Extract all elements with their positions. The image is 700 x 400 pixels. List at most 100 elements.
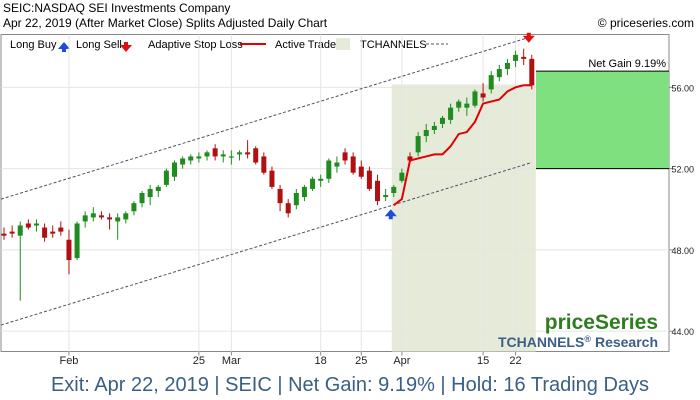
candle: [17, 221, 23, 301]
candle: [456, 99, 462, 112]
candle: [277, 184, 283, 212]
sell-signal-arrow: [522, 32, 535, 43]
channel-upper-line: [0, 36, 532, 200]
candle-body: [139, 193, 145, 204]
candle: [399, 168, 405, 183]
net-gain-fill: [536, 71, 669, 169]
candle-body: [513, 54, 519, 61]
candle: [342, 148, 348, 165]
legend-long-buy-label: Long Buy: [10, 39, 57, 51]
price-chart: Long Buy Long Sell Adaptive Stop Loss Ac…: [0, 32, 694, 367]
candle-body: [277, 188, 283, 204]
candle: [115, 213, 121, 240]
candle-body: [155, 186, 161, 191]
candle: [431, 121, 437, 135]
x-tick-label: 25: [355, 355, 367, 367]
x-tick-label: 22: [509, 355, 521, 367]
candle-body: [9, 231, 15, 234]
candle-body: [212, 148, 218, 157]
tchannels-research-suffix: Research: [595, 334, 658, 350]
candle-body: [423, 130, 429, 137]
legend-stop-label: Adaptive Stop Loss: [148, 39, 243, 51]
candle: [383, 188, 389, 202]
candle: [204, 150, 210, 161]
tchannels-research-brand: TCHANNELS: [498, 334, 584, 350]
x-tick-label: 25: [193, 355, 205, 367]
candle: [496, 64, 502, 82]
candle-body: [293, 193, 299, 206]
candle-body: [131, 203, 137, 212]
candle-body: [326, 160, 332, 179]
candle: [58, 221, 64, 236]
candle-body: [82, 215, 88, 222]
candle-body: [50, 231, 56, 234]
candle: [66, 229, 72, 275]
candle: [293, 188, 299, 210]
tchannels-registered-mark: ®: [584, 334, 591, 344]
candle-body: [228, 156, 234, 158]
candle: [131, 201, 137, 216]
sell-arrow-icon: [120, 42, 132, 52]
candle: [521, 48, 527, 65]
candle-body: [350, 156, 356, 173]
candle: [415, 132, 421, 157]
net-gain-box: Net Gain 9.19%: [536, 58, 669, 170]
legend-active-trade-label: Active Trade: [275, 39, 336, 51]
candle: [228, 150, 234, 165]
candle-body: [366, 170, 372, 189]
trade-summary-footer: Exit: Apr 22, 2019 | SEIC | Net Gain: 9.…: [50, 374, 650, 396]
candle: [375, 174, 381, 206]
candle: [513, 50, 519, 68]
candle-body: [472, 91, 478, 106]
y-tick-label: 44.00: [671, 327, 694, 337]
candle-body: [488, 75, 494, 90]
candle: [504, 58, 510, 76]
candle-body: [399, 172, 405, 181]
candle-body: [448, 107, 454, 120]
candle-body: [439, 117, 445, 124]
chart-title: SEIC:NASDAQ SEI Investments Company: [3, 1, 231, 15]
candle-body: [245, 152, 251, 155]
candle-body: [33, 223, 39, 226]
candle-body: [375, 180, 381, 202]
channel-lower-line: [0, 162, 532, 326]
x-tick-label: 15: [477, 355, 489, 367]
candle: [261, 152, 267, 175]
candle: [33, 219, 39, 232]
candle: [245, 140, 251, 159]
candle: [301, 184, 307, 202]
candle: [1, 227, 7, 240]
candle: [448, 103, 454, 124]
candle-body: [42, 227, 48, 238]
candle-body: [261, 156, 267, 173]
x-tick-label: Apr: [393, 355, 410, 367]
candle-body: [74, 223, 80, 259]
candle: [236, 150, 242, 161]
candle-body: [220, 154, 226, 157]
y-tick-label: 52.00: [671, 165, 694, 175]
candle: [25, 219, 31, 230]
candle-body: [1, 233, 7, 236]
candle-body: [196, 156, 202, 159]
candle-body: [98, 215, 104, 218]
candle: [529, 54, 535, 90]
candle: [188, 154, 194, 165]
candle-body: [301, 186, 307, 198]
candle: [123, 211, 129, 224]
candle: [326, 158, 332, 183]
candle: [196, 152, 202, 163]
candle: [464, 97, 470, 116]
candle-body: [204, 152, 210, 157]
candle-body: [407, 156, 413, 161]
candle-body: [415, 136, 421, 153]
candle-body: [66, 239, 72, 261]
candle-body: [188, 156, 194, 161]
candle-body: [180, 158, 186, 165]
candle-body: [318, 178, 324, 181]
candle-body: [521, 56, 527, 59]
candle: [42, 223, 48, 242]
candle: [391, 184, 397, 198]
candle: [9, 225, 15, 238]
candle-body: [456, 101, 462, 108]
candle: [212, 144, 218, 161]
